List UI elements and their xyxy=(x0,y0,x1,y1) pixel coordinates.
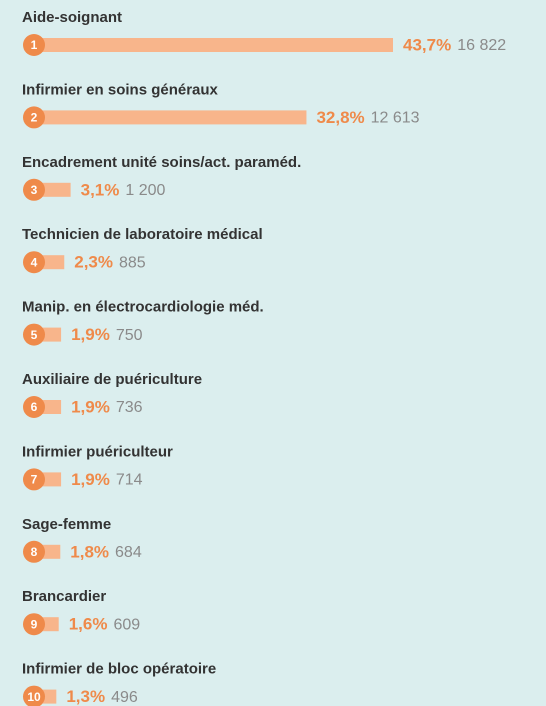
bar xyxy=(40,110,307,125)
rank-label: 9 xyxy=(31,617,38,631)
count-label: 750 xyxy=(116,327,143,344)
percent-label: 32,8% xyxy=(316,108,364,127)
bar xyxy=(40,617,59,632)
rank-label: 2 xyxy=(31,111,38,125)
category-label: Technicien de laboratoire médical xyxy=(22,226,263,243)
count-label: 496 xyxy=(111,689,138,706)
count-label: 885 xyxy=(119,254,146,271)
count-label: 714 xyxy=(116,472,143,489)
bar xyxy=(40,472,62,487)
bar xyxy=(40,327,62,342)
count-label: 736 xyxy=(116,399,143,416)
rank-label: 7 xyxy=(31,473,38,487)
percent-label: 2,3% xyxy=(74,253,113,272)
bar xyxy=(40,255,65,270)
count-label: 609 xyxy=(113,616,140,633)
percent-label: 1,9% xyxy=(71,470,110,489)
percent-label: 1,6% xyxy=(69,615,108,634)
category-label: Sage-femme xyxy=(22,516,111,533)
rank-badge xyxy=(23,251,45,274)
category-label: Auxiliaire de puériculture xyxy=(22,371,202,388)
percent-label: 1,3% xyxy=(66,687,105,706)
percent-label: 1,9% xyxy=(71,397,110,416)
rank-badge xyxy=(23,685,45,706)
rank-badge xyxy=(23,106,45,129)
percent-label: 3,1% xyxy=(81,180,120,199)
rank-label: 6 xyxy=(31,400,38,414)
bar xyxy=(40,38,393,52)
category-label: Brancardier xyxy=(22,588,106,605)
rank-badge xyxy=(23,540,45,563)
percent-label: 1,8% xyxy=(70,542,109,561)
count-label: 684 xyxy=(115,544,142,561)
percent-label: 1,9% xyxy=(71,325,110,344)
percent-label: 43,7% xyxy=(403,35,451,54)
category-label: Infirmier de bloc opératoire xyxy=(22,661,216,678)
rank-label: 1 xyxy=(31,38,38,52)
rank-label: 4 xyxy=(31,255,38,269)
count-label: 16 822 xyxy=(457,37,506,54)
rank-label: 8 xyxy=(31,545,38,559)
category-label: Infirmier en soins généraux xyxy=(22,81,219,98)
category-label: Infirmier puériculteur xyxy=(22,443,173,460)
count-label: 1 200 xyxy=(125,182,165,199)
rank-label: 3 xyxy=(31,183,38,197)
category-label: Aide-soignant xyxy=(22,9,122,26)
rank-badge xyxy=(23,178,45,201)
category-label: Encadrement unité soins/act. paraméd. xyxy=(22,154,301,171)
bar xyxy=(40,544,61,559)
rank-badge xyxy=(23,468,45,491)
rank-label: 10 xyxy=(27,690,41,704)
count-label: 12 613 xyxy=(371,110,420,127)
rank-badge xyxy=(23,613,45,636)
rank-badge xyxy=(23,323,45,346)
rank-badge xyxy=(23,396,45,418)
rank-badge xyxy=(23,34,45,56)
bar xyxy=(40,182,71,197)
bar xyxy=(40,400,62,414)
category-label: Manip. en électrocardiologie méd. xyxy=(22,299,264,316)
rank-label: 5 xyxy=(31,328,38,342)
